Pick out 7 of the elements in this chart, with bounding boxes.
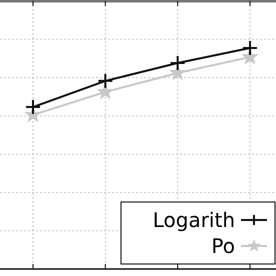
point [98,84,114,99]
point [25,99,41,116]
legend-label: Po [211,234,235,258]
point [97,72,114,89]
point [242,40,258,56]
point [170,55,186,72]
legend-label: Logarith [152,208,235,232]
